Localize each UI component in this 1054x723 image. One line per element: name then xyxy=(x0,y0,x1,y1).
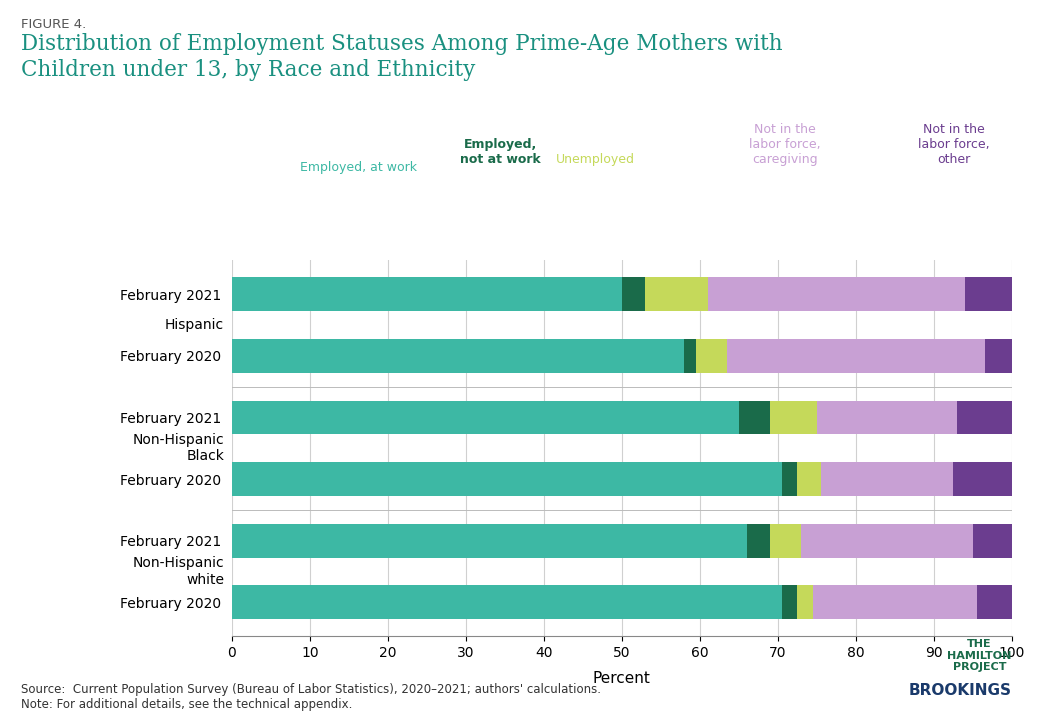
Text: Non-Hispanic
white: Non-Hispanic white xyxy=(133,556,225,586)
Bar xyxy=(232,278,622,311)
Bar xyxy=(977,586,1012,619)
Bar xyxy=(984,339,1012,373)
Bar xyxy=(707,278,965,311)
Bar xyxy=(953,462,1012,496)
Bar xyxy=(821,462,953,496)
Bar xyxy=(232,339,684,373)
Bar xyxy=(746,523,770,557)
Bar xyxy=(801,523,973,557)
Bar xyxy=(232,401,739,435)
Bar xyxy=(232,523,746,557)
Bar xyxy=(739,401,770,435)
Text: Employed,
not at work: Employed, not at work xyxy=(461,138,541,166)
Bar xyxy=(645,278,707,311)
Bar xyxy=(957,401,1012,435)
Text: FIGURE 4.: FIGURE 4. xyxy=(21,18,86,31)
Text: Not in the
labor force,
caregiving: Not in the labor force, caregiving xyxy=(749,124,821,166)
Text: Source:  Current Population Survey (Bureau of Labor Statistics), 2020–2021; auth: Source: Current Population Survey (Burea… xyxy=(21,683,601,711)
Bar xyxy=(813,586,977,619)
Bar xyxy=(965,278,1012,311)
Bar xyxy=(817,401,957,435)
Text: Distribution of Employment Statuses Among Prime-Age Mothers with
Children under : Distribution of Employment Statuses Amon… xyxy=(21,33,783,81)
Text: Employed, at work: Employed, at work xyxy=(299,161,417,174)
Bar xyxy=(973,523,1012,557)
Text: Not in the
labor force,
other: Not in the labor force, other xyxy=(918,124,990,166)
Bar xyxy=(232,462,782,496)
Bar xyxy=(684,339,696,373)
Text: BROOKINGS: BROOKINGS xyxy=(909,683,1012,698)
Bar xyxy=(782,462,797,496)
Bar xyxy=(797,586,813,619)
Bar xyxy=(770,401,817,435)
Bar xyxy=(782,586,797,619)
Bar xyxy=(232,586,782,619)
Bar xyxy=(770,523,801,557)
Bar xyxy=(727,339,984,373)
Text: Unemployed: Unemployed xyxy=(557,153,635,166)
Bar xyxy=(797,462,821,496)
Text: Non-Hispanic
Black: Non-Hispanic Black xyxy=(133,433,225,463)
Text: Hispanic: Hispanic xyxy=(165,318,225,332)
X-axis label: Percent: Percent xyxy=(593,671,650,686)
Bar xyxy=(622,278,645,311)
Bar xyxy=(696,339,727,373)
Text: THE
HAMILTON
PROJECT: THE HAMILTON PROJECT xyxy=(948,639,1012,672)
